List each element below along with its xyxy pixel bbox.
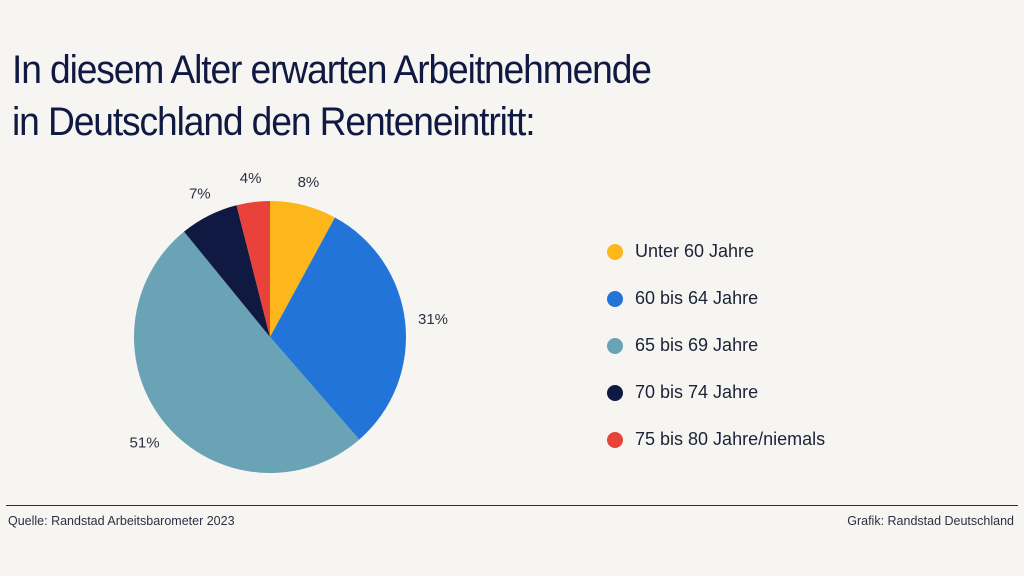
footer-divider [6,505,1018,506]
legend: Unter 60 Jahre 60 bis 64 Jahre 65 bis 69 J… [607,228,825,463]
legend-swatch-icon [607,337,623,354]
legend-label: 75 bis 80 Jahre/niemals [635,429,826,449]
pie-slice-4 [184,205,270,337]
legend-item: 60 bis 64 Jahre [607,275,825,322]
legend-label: Unter 60 Jahre [635,241,755,261]
pie-label-4: 7% [189,186,211,203]
legend-item: Unter 60 Jahre [607,228,825,275]
pie-slice-3 [133,231,360,474]
legend-swatch-icon [607,384,623,401]
chart-title: In diesem Alter erwarten Arbeitnehmende … [12,44,652,148]
legend-item: 70 bis 74 Jahre [607,369,825,416]
pie-label-3: 51% [130,435,160,452]
pie-label-1: 8% [298,174,320,191]
legend-swatch-icon [607,290,623,307]
pie-slice-1 [270,201,335,337]
legend-item: 75 bis 80 Jahre/niemals [607,416,825,463]
pie-slice-5 [236,201,270,337]
chart-title-line-1: In diesem Alter erwarten Arbeitnehmende [12,48,652,92]
pie-slice-2 [270,217,406,440]
legend-item: 65 bis 69 Jahre [607,322,825,369]
source-note: Quelle: Randstad Arbeitsbarometer 2023 [8,514,235,528]
legend-label: 60 bis 64 Jahre [635,288,759,308]
legend-label: 65 bis 69 Jahre [635,335,759,355]
pie-label-5: 4% [240,170,262,187]
chart-title-line-2: in Deutschland den Renteneintritt: [12,100,536,144]
legend-label: 70 bis 74 Jahre [635,382,759,402]
pie-label-2: 31% [418,311,448,328]
legend-swatch-icon [607,431,623,448]
legend-swatch-icon [607,243,623,260]
credit-note: Grafik: Randstad Deutschland [847,514,1014,528]
